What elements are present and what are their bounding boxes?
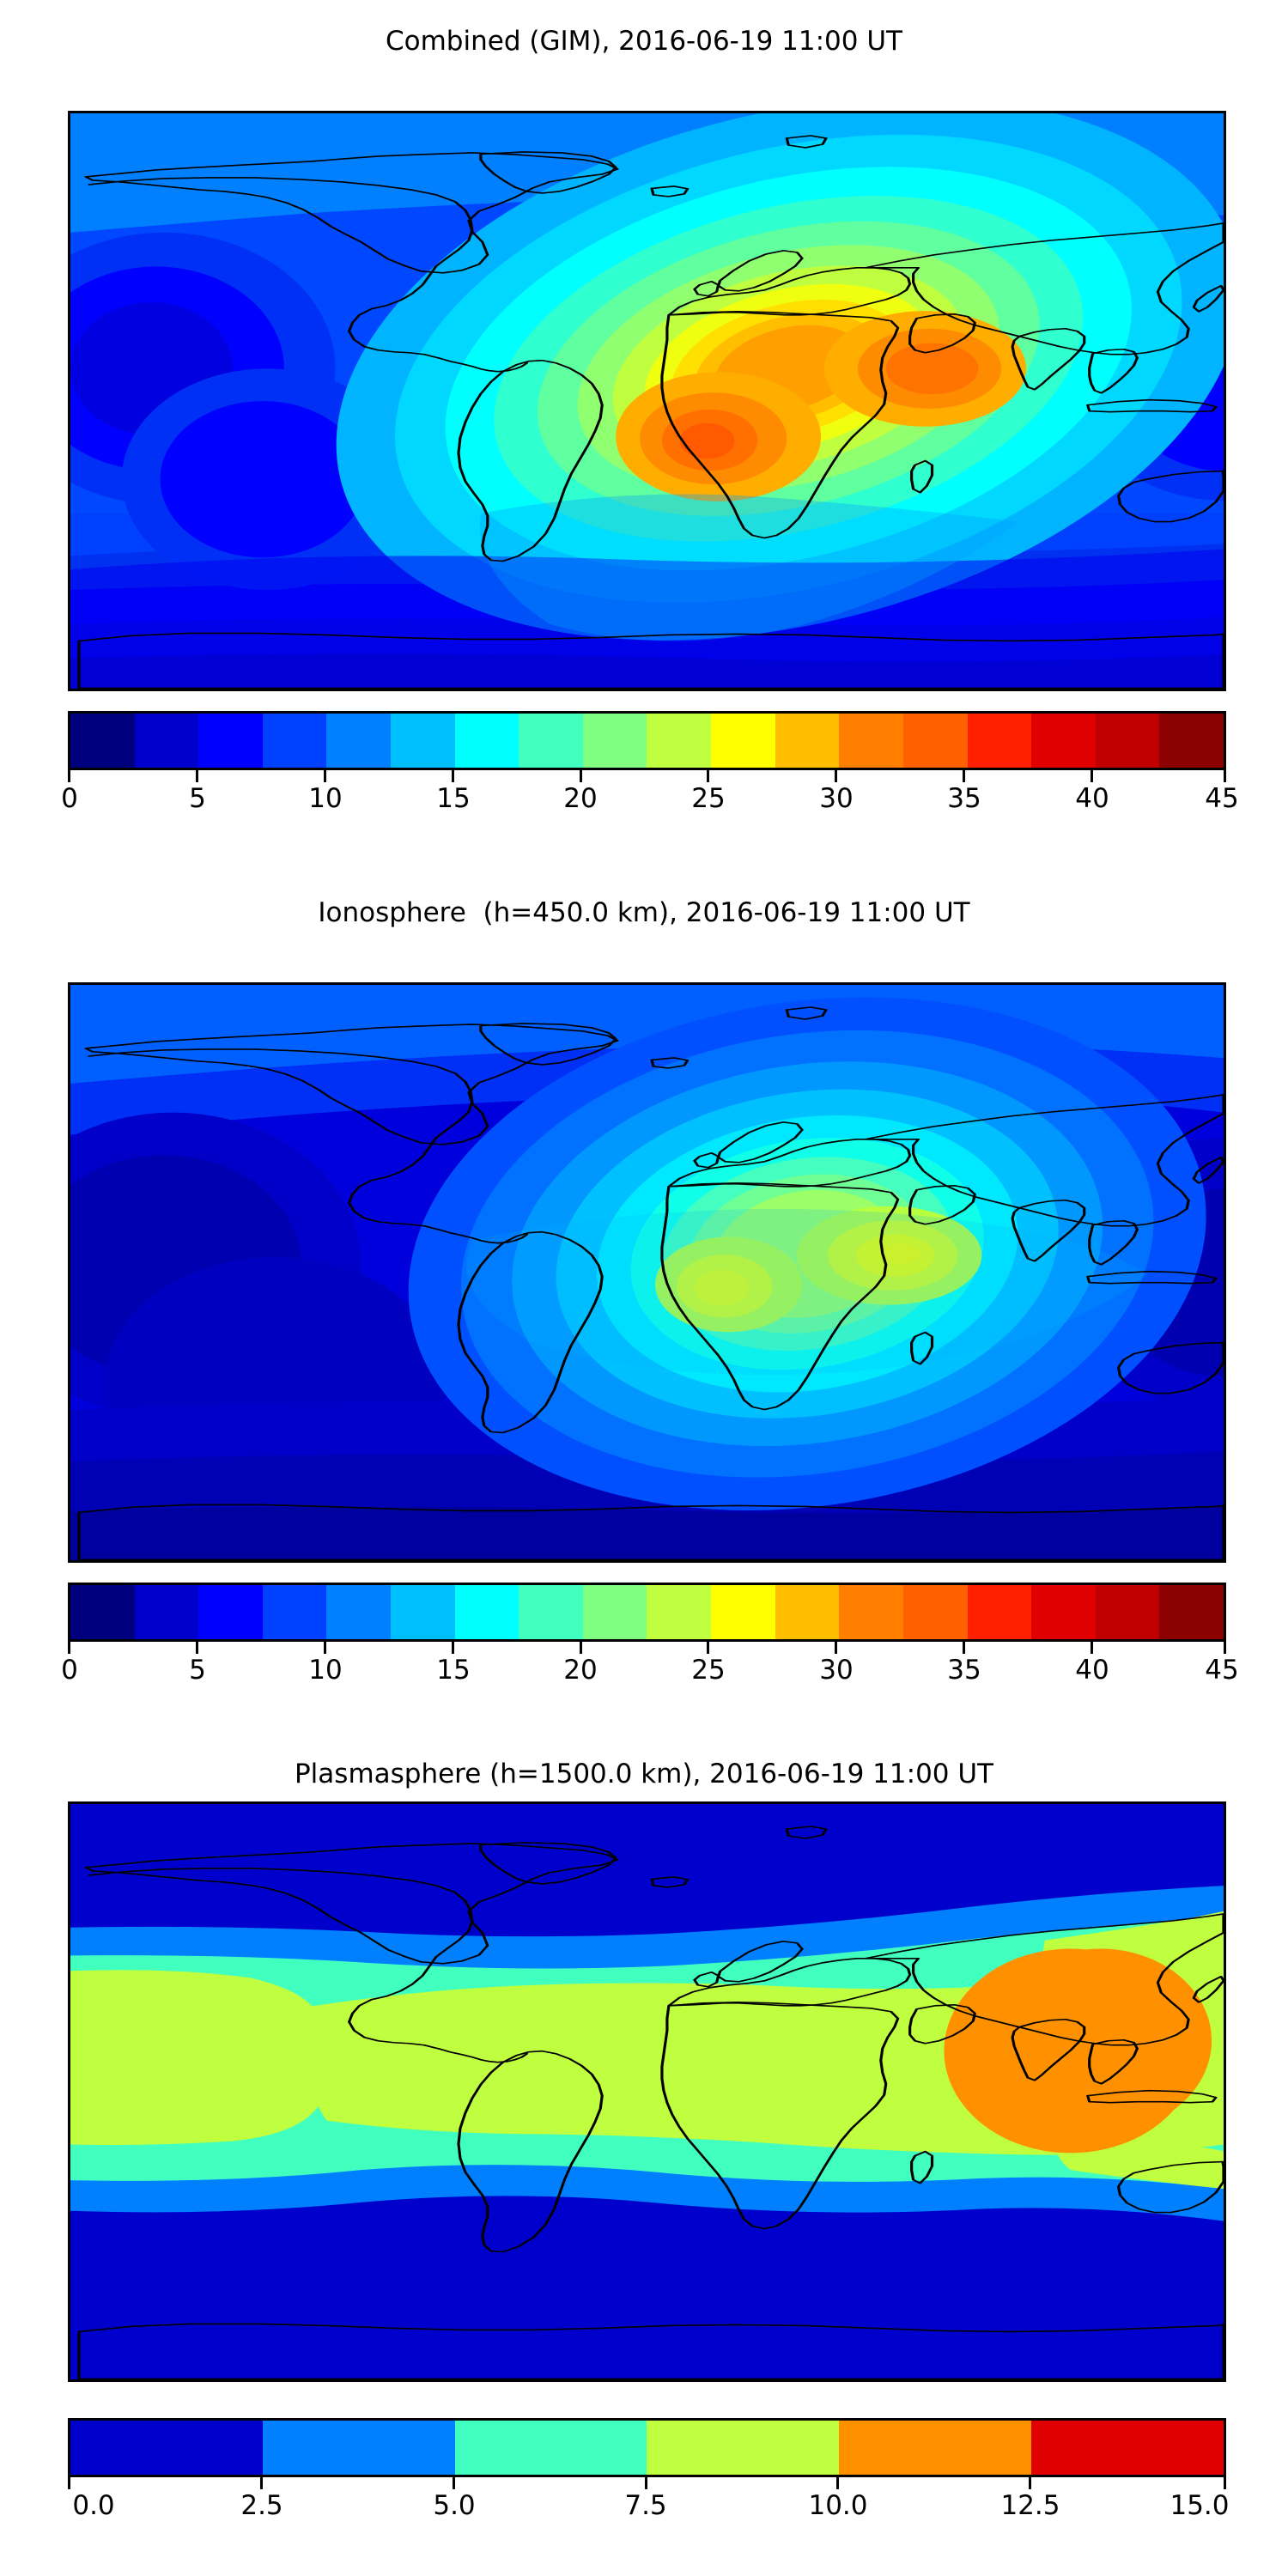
cb1-tick-7: 35 <box>947 783 981 814</box>
contour-field-combined <box>70 113 1224 689</box>
cb2-tick-0: 0 <box>61 1655 78 1686</box>
cb2-tick-9: 45 <box>1205 1655 1239 1686</box>
panel-title-ionosphere: Ionosphere (h=450.0 km), 2016-06-19 11:0… <box>318 897 970 928</box>
cb2-tick-5: 25 <box>691 1655 726 1686</box>
cb2-tick-1: 5 <box>189 1655 206 1686</box>
colorbar-ticks-ionosphere <box>68 1642 1226 1654</box>
cb3-tick-0: 0.0 <box>72 2490 115 2521</box>
colorbar-labels-combined: 0 5 10 15 20 25 30 35 40 45 <box>61 783 1239 821</box>
map-ionosphere <box>68 982 1226 1563</box>
colorbar-labels-ionosphere: 0 5 10 15 20 25 30 35 40 45 <box>61 1655 1239 1692</box>
colorbar-ticks-plasmasphere <box>68 2477 1226 2489</box>
cb3-tick-1: 2.5 <box>240 2490 283 2521</box>
colorbar-gradient-plasmasphere <box>68 2418 1226 2477</box>
cb2-tick-2: 10 <box>308 1655 343 1686</box>
panel-title-combined: Combined (GIM), 2016-06-19 11:00 UT <box>386 26 902 57</box>
cb3-tick-6: 15.0 <box>1170 2490 1230 2521</box>
cb1-tick-8: 40 <box>1075 783 1109 814</box>
cb2-tick-6: 30 <box>819 1655 854 1686</box>
cb1-tick-1: 5 <box>189 783 206 814</box>
cb1-tick-2: 10 <box>308 783 343 814</box>
map-plasmasphere <box>68 1801 1226 2382</box>
cb1-tick-0: 0 <box>61 783 78 814</box>
map-combined-gim <box>68 111 1226 691</box>
cb1-tick-6: 30 <box>819 783 854 814</box>
colorbar-labels-plasmasphere: 0.0 2.5 5.0 7.5 10.0 12.5 15.0 <box>68 2490 1230 2528</box>
panel-ionosphere: Ionosphere (h=450.0 km), 2016-06-19 11:0… <box>0 876 1288 1735</box>
colorbar-gradient-ionosphere <box>68 1583 1226 1642</box>
colorbar-gradient-combined <box>68 711 1226 770</box>
cb2-tick-3: 15 <box>436 1655 471 1686</box>
panel-plasmasphere: Plasmasphere (h=1500.0 km), 2016-06-19 1… <box>0 1743 1288 2576</box>
cb2-tick-7: 35 <box>947 1655 981 1686</box>
panel-title-plasmasphere: Plasmasphere (h=1500.0 km), 2016-06-19 1… <box>294 1759 993 1789</box>
cb3-tick-3: 7.5 <box>624 2490 667 2521</box>
cb2-tick-4: 20 <box>563 1655 598 1686</box>
cb2-tick-8: 40 <box>1075 1655 1109 1686</box>
cb3-tick-2: 5.0 <box>433 2490 476 2521</box>
cb1-tick-3: 15 <box>436 783 471 814</box>
cb3-tick-5: 12.5 <box>1000 2490 1060 2521</box>
cb1-tick-5: 25 <box>691 783 726 814</box>
panel-combined-gim: Combined (GIM), 2016-06-19 11:00 UT <box>0 0 1288 859</box>
colorbar-ticks-combined <box>68 770 1226 782</box>
cb1-tick-9: 45 <box>1205 783 1239 814</box>
cb1-tick-4: 20 <box>563 783 598 814</box>
contour-field-ionosphere <box>70 985 1224 1560</box>
cb3-tick-4: 10.0 <box>808 2490 868 2521</box>
contour-field-plasmasphere <box>70 1804 1224 2379</box>
